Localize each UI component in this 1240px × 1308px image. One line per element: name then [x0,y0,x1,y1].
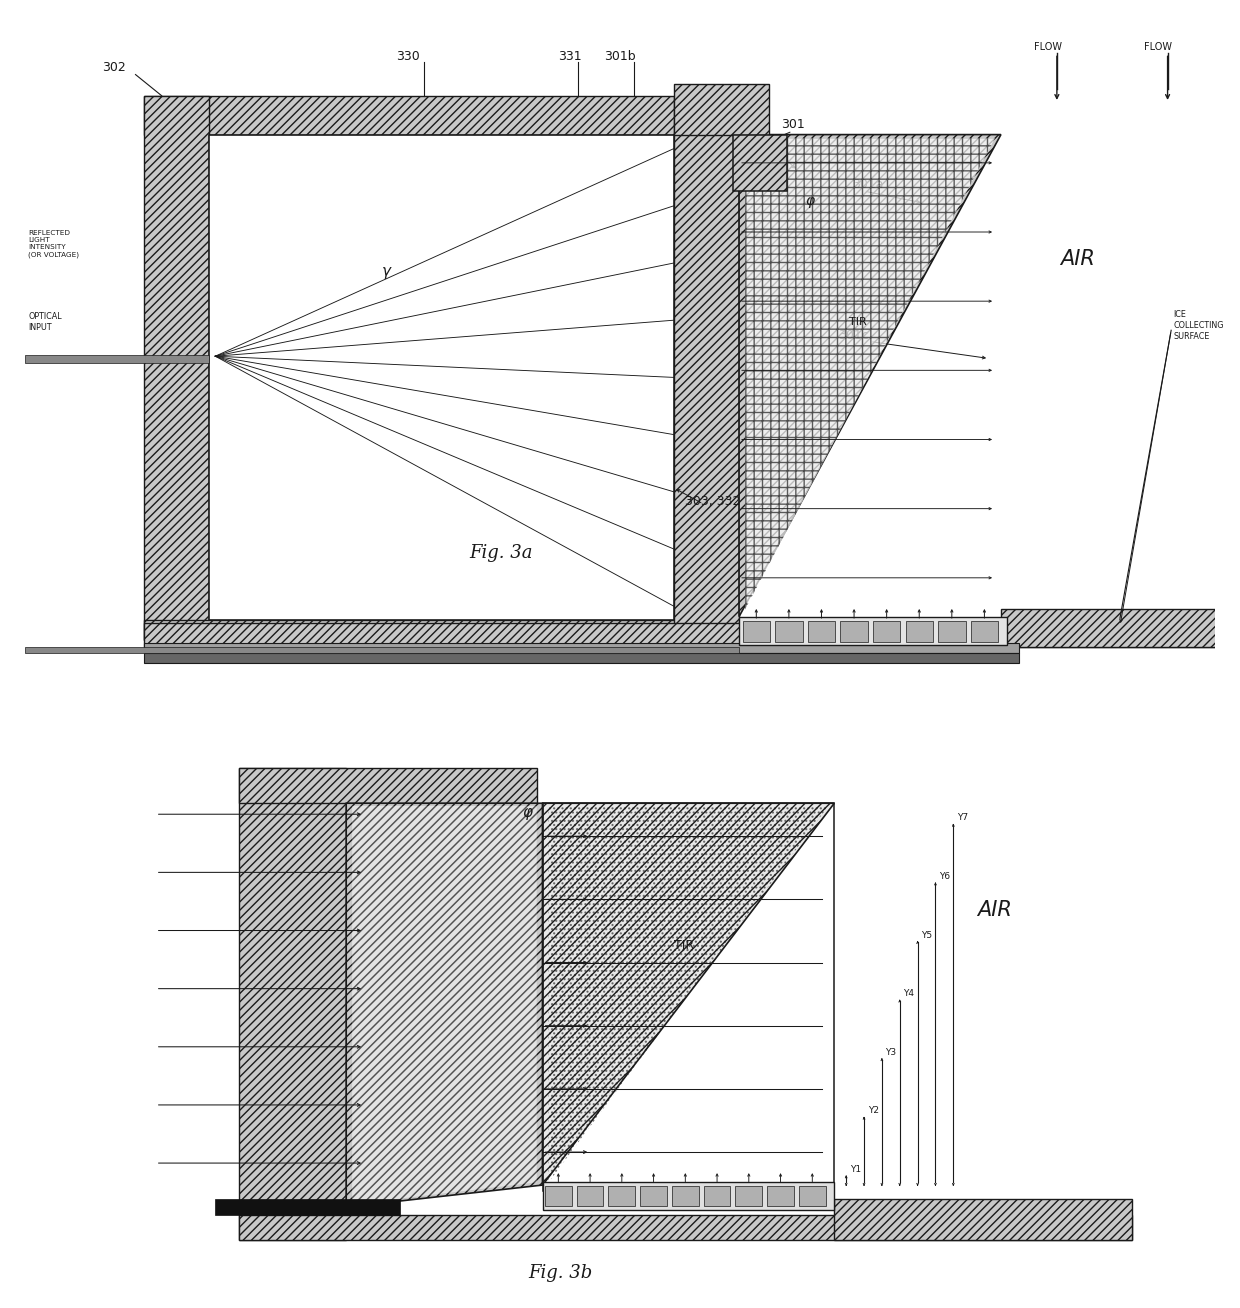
Text: Y2: Y2 [868,1107,879,1116]
Bar [735,1185,763,1206]
Text: 301a: 301a [852,178,884,191]
Bar [835,1198,1132,1240]
Text: γ: γ [382,264,391,279]
Bar [873,621,900,642]
Text: 301: 301 [781,118,805,131]
Bar [210,135,673,620]
Bar [704,1185,730,1206]
Bar [25,647,739,654]
Text: FLOW: FLOW [1143,42,1172,52]
Text: Y4: Y4 [903,989,914,998]
Text: 302: 302 [102,61,126,75]
Text: 330: 330 [397,51,420,63]
Bar [971,621,998,642]
Text: Y6: Y6 [939,872,950,882]
Bar [905,621,932,642]
Bar [239,1215,1132,1240]
Bar [144,654,1019,663]
Bar [239,768,346,1240]
Bar [743,621,770,642]
Text: TIR: TIR [673,939,693,952]
Bar [739,616,1007,645]
Bar [216,1198,399,1215]
Bar [673,95,739,640]
Bar [25,354,210,364]
Bar [673,84,769,135]
Bar [775,621,802,642]
Polygon shape [543,803,835,1185]
Bar [546,1185,572,1206]
Text: ICE
COLLECTING
SURFACE: ICE COLLECTING SURFACE [1173,310,1224,341]
Bar [672,1185,698,1206]
Bar [609,1185,635,1206]
Bar [239,768,537,803]
Bar [768,1185,794,1206]
Text: TIR: TIR [849,318,867,327]
Text: φ: φ [806,194,815,208]
Bar [577,1185,604,1206]
Bar [807,621,836,642]
Bar [939,621,966,642]
Polygon shape [352,806,537,1205]
Text: Fig. 3b: Fig. 3b [528,1265,593,1282]
Text: AIR: AIR [1060,250,1095,269]
Text: Y5: Y5 [921,931,932,939]
Text: REFLECTED
LIGHT
INTENSITY
(OR VOLTAGE): REFLECTED LIGHT INTENSITY (OR VOLTAGE) [29,230,79,258]
Bar [640,1185,667,1206]
Bar [144,644,1019,654]
Polygon shape [739,135,1001,616]
Text: 331: 331 [558,51,582,63]
Bar [543,1182,835,1210]
Bar [543,803,835,1190]
Bar [144,95,739,135]
Text: φ: φ [522,804,532,820]
Text: OPTICAL
INPUT: OPTICAL INPUT [29,311,62,332]
Bar [144,624,1221,646]
Text: Fig. 3a: Fig. 3a [469,544,533,562]
Text: Y1: Y1 [849,1165,861,1175]
Bar [1001,610,1239,646]
Bar [799,1185,826,1206]
Polygon shape [733,135,786,191]
Bar [144,620,739,640]
Text: Y7: Y7 [957,814,968,823]
Text: 303, 332: 303, 332 [686,496,740,509]
Bar [841,621,868,642]
Bar [144,95,210,640]
Text: Y3: Y3 [885,1048,897,1057]
Polygon shape [745,139,994,610]
Text: 301b: 301b [605,51,636,63]
Text: AIR: AIR [977,900,1012,920]
Text: FLOW: FLOW [1034,42,1063,52]
Text: 301c: 301c [838,330,868,343]
Polygon shape [346,803,543,1207]
